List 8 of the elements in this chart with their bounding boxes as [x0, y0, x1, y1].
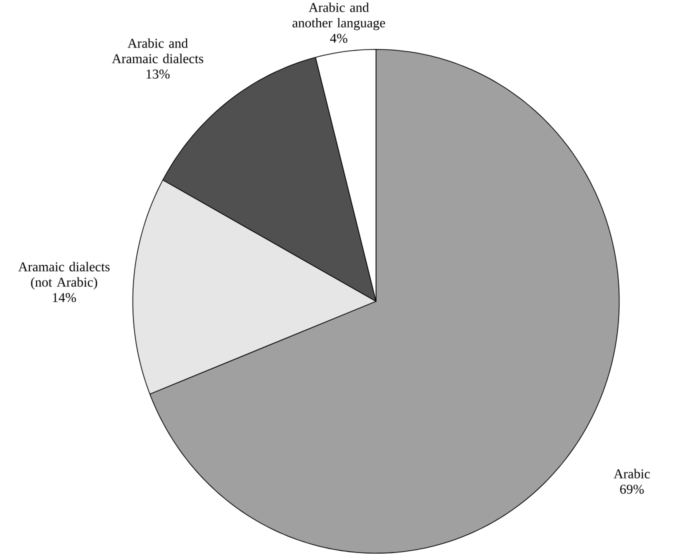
data-label: 4% [330, 34, 348, 44]
data-label: 14% [52, 293, 76, 302]
slice-label: Arabic and another language [292, 2, 386, 30]
data-label: 13% [146, 70, 170, 79]
slice-label: Arabic [614, 469, 650, 479]
slice-label: Arabic and Aramaic dialects [112, 38, 204, 64]
slice-label: Aramaic dialects (not Arabic) [18, 262, 110, 290]
data-label: 69% [620, 484, 644, 494]
